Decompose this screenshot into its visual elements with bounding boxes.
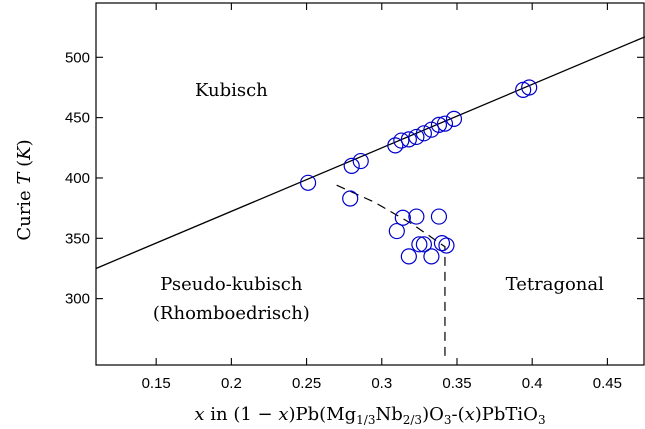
x-tick-label: 0.4 — [522, 375, 543, 392]
data-point — [400, 248, 417, 265]
xlabel-subscript: 1/3 — [356, 413, 375, 427]
ylabel-part: ) — [14, 139, 35, 146]
ylabel-part: Curie — [14, 185, 35, 241]
y-tick-label: 400 — [65, 170, 90, 187]
xlabel-subscript: 3 — [444, 413, 452, 427]
data-point — [430, 116, 448, 133]
y-tick-label: 450 — [65, 110, 90, 127]
region-label-rhomboedrisch: (Rhomboedrisch) — [153, 303, 310, 324]
xlabel-part: in (1 − — [205, 404, 279, 425]
data-point — [394, 209, 411, 226]
y-axis-title: Curie T (K) — [14, 139, 35, 240]
xlabel-part: x — [278, 404, 288, 425]
xlabel-part: Nb — [375, 404, 402, 425]
data-point — [299, 174, 317, 191]
data-point — [400, 131, 417, 148]
region-label-pseudo-kubisch: Pseudo-kubisch — [160, 274, 303, 295]
axis-ticks: 0.15 0.2 0.25 0.3 0.35 0.4 0.45 300 350 400 450 500 — [65, 3, 644, 392]
ylabel-part: ( — [14, 160, 35, 173]
plot-layer — [96, 36, 645, 359]
data-point — [411, 236, 428, 253]
ylabel-part: K — [14, 145, 35, 161]
data-point — [342, 190, 359, 207]
ylabel-part: T — [14, 171, 35, 185]
data-point — [433, 235, 451, 252]
data-point — [521, 79, 538, 96]
region-label-tetragonal: Tetragonal — [506, 274, 605, 295]
x-axis-title: x in (1 − x)Pb(Mg1/3Nb2/3)O3-(x)PbTiO3 — [194, 404, 545, 427]
x-tick-label: 0.35 — [442, 375, 471, 392]
data-point — [423, 248, 440, 265]
data-point — [445, 110, 463, 127]
data-point — [408, 208, 425, 225]
xlabel-subscript: 3 — [538, 413, 546, 427]
x-tick-label: 0.45 — [593, 375, 622, 392]
y-tick-label: 300 — [65, 291, 90, 308]
xlabel-part: )PbTiO — [475, 404, 538, 425]
data-point — [415, 236, 432, 253]
data-point — [436, 115, 454, 132]
xlabel-part: -( — [451, 404, 464, 425]
xlabel-subscript: 2/3 — [403, 413, 422, 427]
xlabel-part: )Pb(Mg — [289, 404, 357, 425]
data-point — [408, 128, 425, 146]
data-point — [343, 157, 360, 174]
linear-fit-line — [96, 36, 645, 270]
data-point — [387, 137, 404, 154]
region-labels: Kubisch Pseudo-kubisch (Rhomboedrisch) T… — [153, 80, 604, 324]
y-tick-label: 350 — [65, 230, 90, 247]
region-label-kubisch: Kubisch — [195, 80, 268, 101]
x-tick-label: 0.2 — [221, 375, 242, 392]
data-point — [393, 132, 410, 149]
data-point — [430, 208, 448, 225]
xlabel-part: x — [194, 404, 204, 425]
x-tick-label: 0.3 — [371, 375, 392, 392]
plot-frame — [95, 2, 645, 366]
data-point — [438, 237, 455, 254]
x-tick-label: 0.15 — [142, 375, 171, 392]
xlabel-part: )O — [422, 404, 444, 425]
phase-boundary-dashed — [336, 184, 446, 359]
x-tick-label: 0.25 — [292, 375, 321, 392]
data-point — [352, 152, 369, 170]
data-point — [388, 222, 405, 240]
data-point — [415, 125, 432, 142]
y-tick-label: 500 — [65, 49, 90, 66]
xlabel-part: x — [465, 404, 475, 425]
